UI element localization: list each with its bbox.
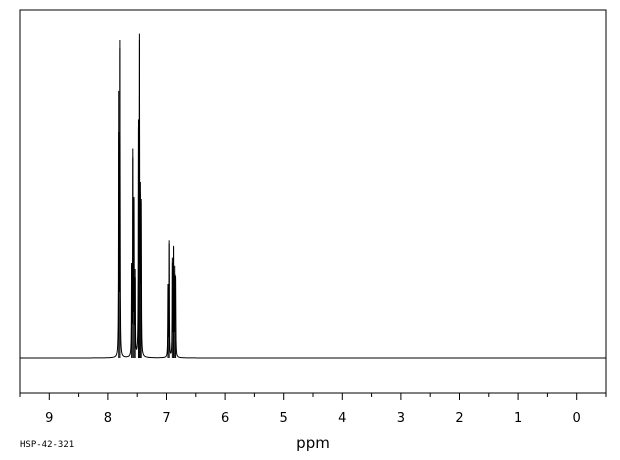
x-tick-label: 6	[221, 411, 229, 426]
x-tick-label: 8	[104, 411, 112, 426]
x-tick-label: 2	[455, 411, 463, 426]
spectrum-code-label: HSP-42-321	[20, 440, 74, 450]
x-tick-label: 1	[514, 411, 522, 426]
x-axis-ticks	[19, 393, 607, 400]
x-tick-label: 3	[397, 411, 405, 426]
x-tick-label: 7	[162, 411, 170, 426]
x-tick-label: 5	[280, 411, 288, 426]
x-tick-label: 9	[45, 411, 53, 426]
x-axis-tick-labels: 9 8 7 6 5 4 3 2 1 0	[45, 411, 581, 426]
spectrum-trace	[20, 33, 606, 359]
x-axis-label: ppm	[296, 434, 330, 452]
x-tick-label: 0	[573, 411, 581, 426]
peak-markers	[118, 40, 177, 358]
x-tick-label: 4	[338, 411, 346, 426]
plot-frame	[19, 9, 607, 394]
